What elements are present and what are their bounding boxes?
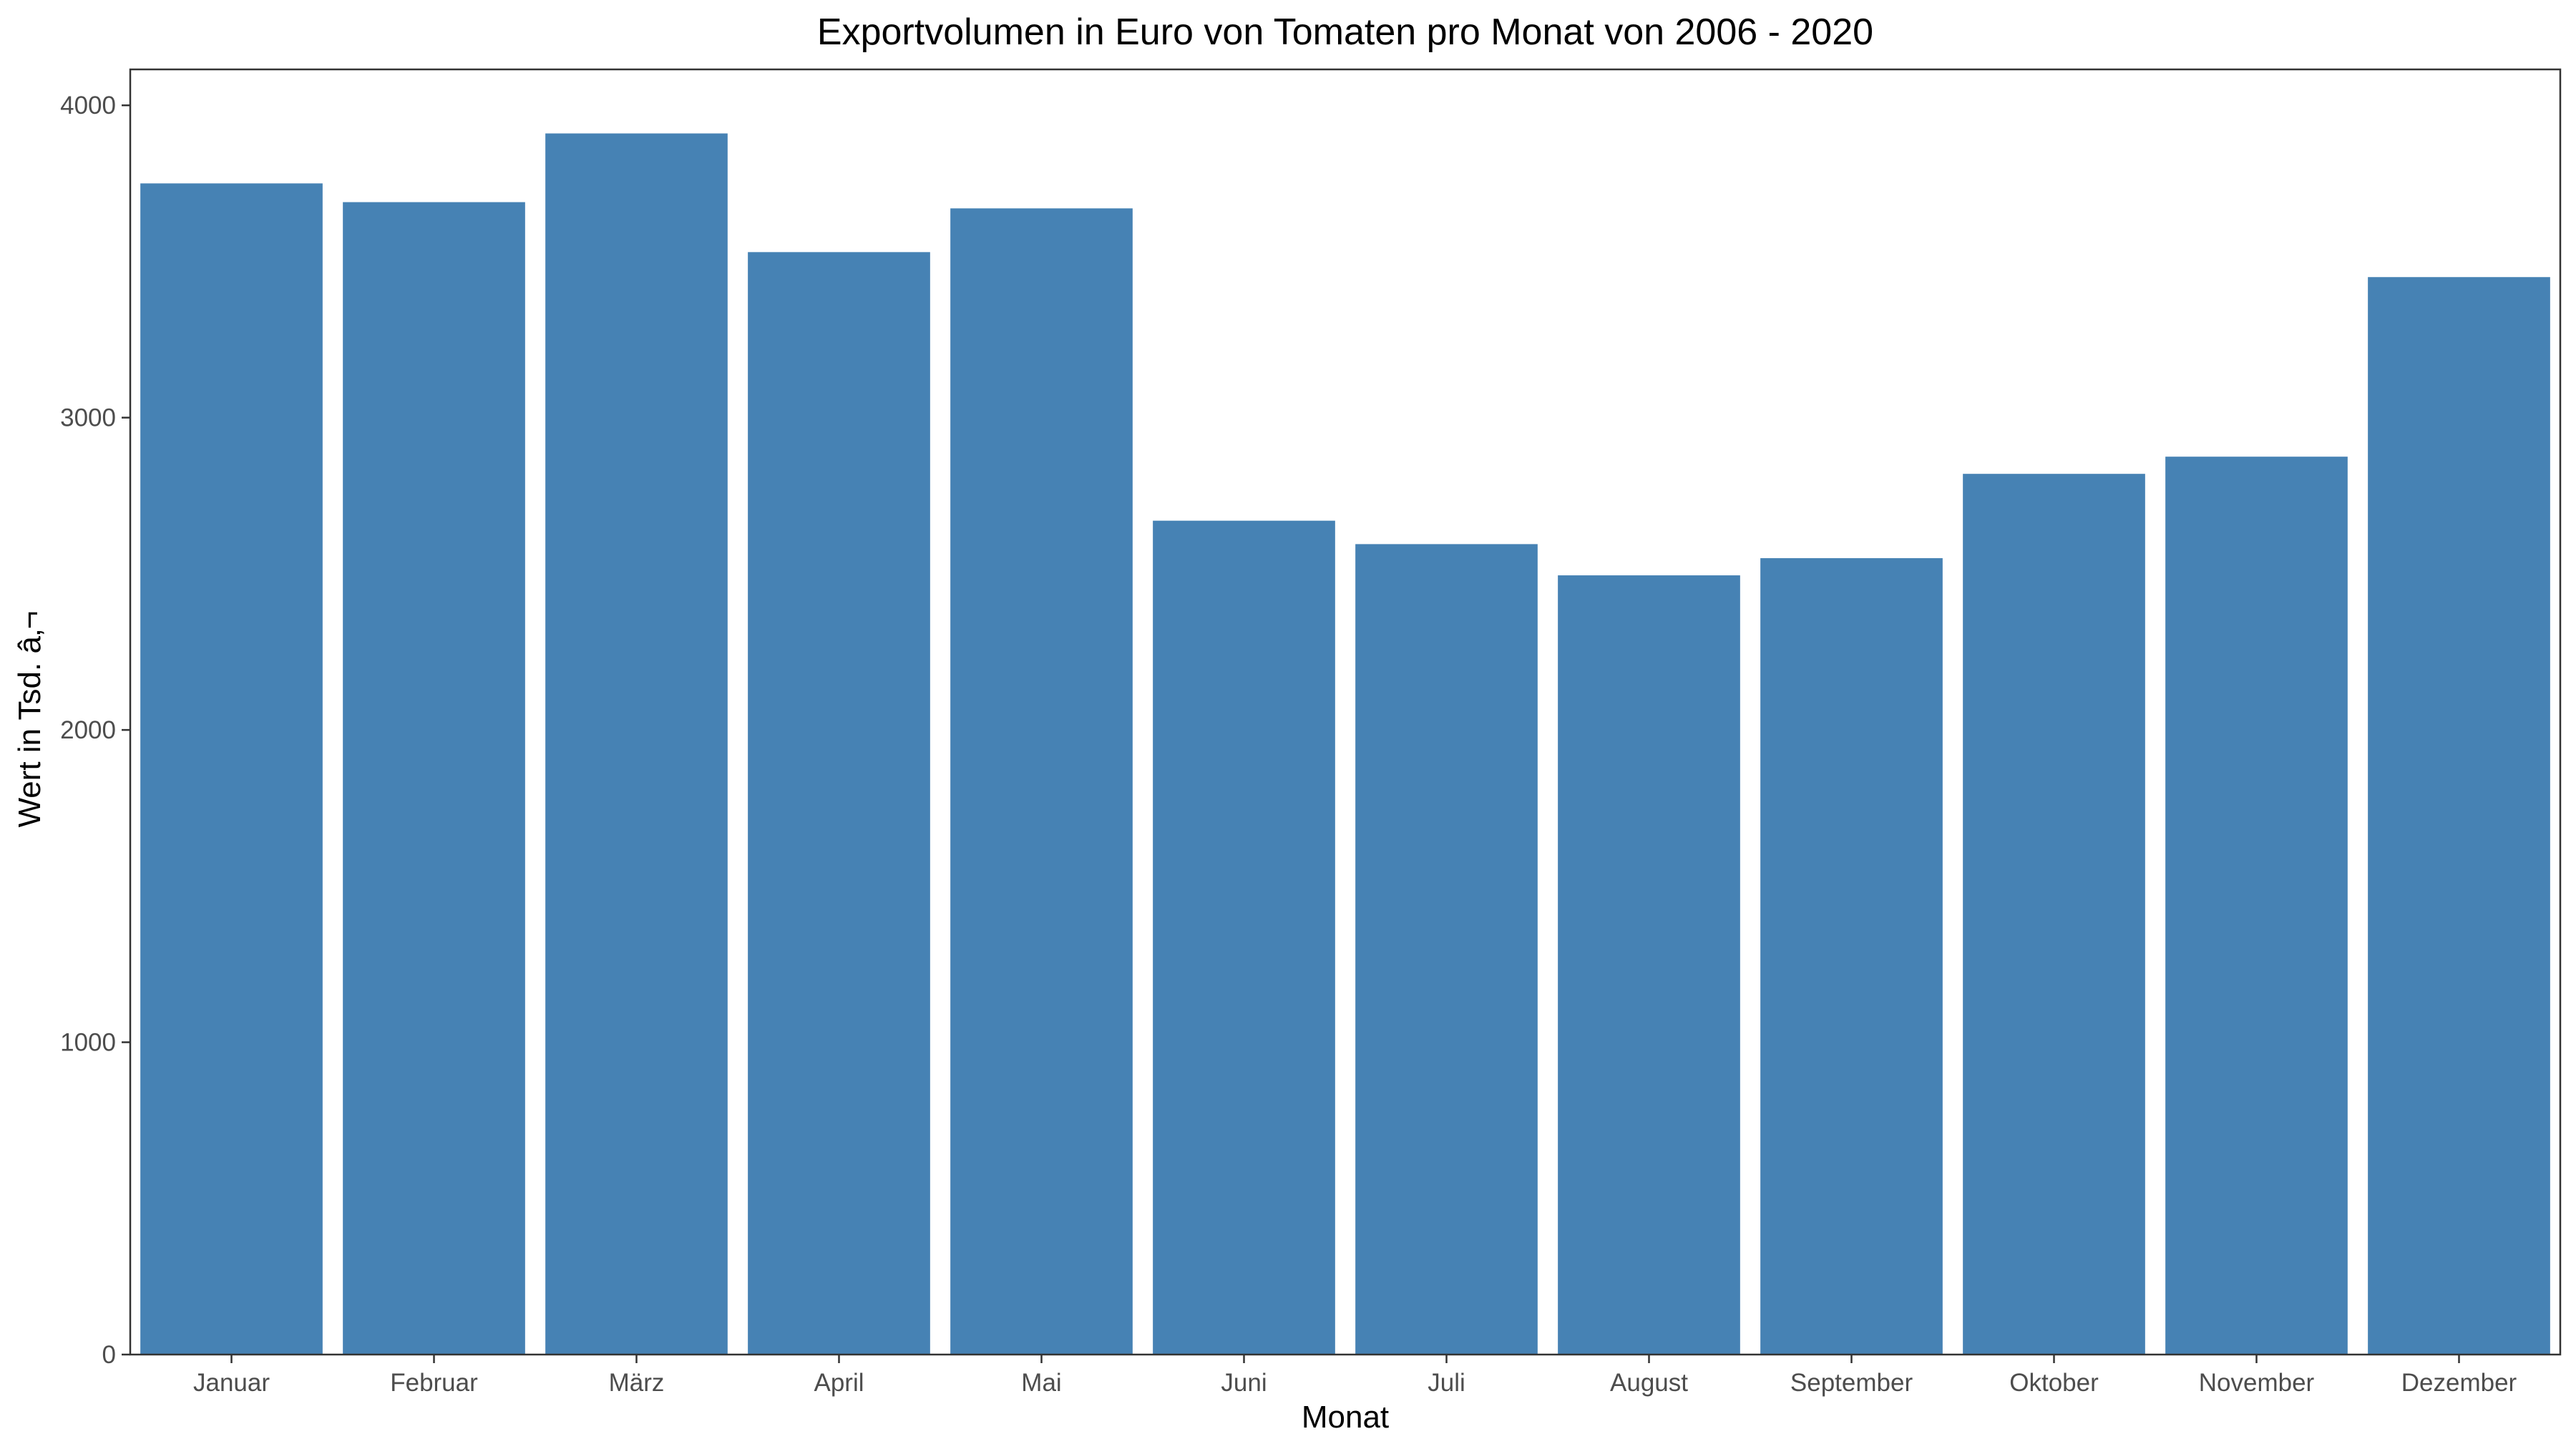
- bar-juli: [1355, 544, 1538, 1355]
- bars: [140, 133, 2550, 1355]
- bar-april: [748, 252, 930, 1355]
- x-tick-label: Oktober: [2009, 1369, 2099, 1397]
- bar-oktober: [1963, 474, 2145, 1355]
- y-tick-label: 0: [102, 1341, 116, 1369]
- x-tick-label: Dezember: [2401, 1369, 2517, 1397]
- bar-märz: [545, 133, 728, 1355]
- x-tick-label: März: [609, 1369, 665, 1397]
- bar-september: [1760, 558, 1943, 1355]
- x-tick-label: September: [1790, 1369, 1913, 1397]
- x-tick-label: Januar: [193, 1369, 270, 1397]
- x-tick-label: August: [1610, 1369, 1688, 1397]
- x-tick-label: Juli: [1428, 1369, 1465, 1397]
- y-tick-label: 1000: [60, 1029, 116, 1057]
- x-axis-title: Monat: [1302, 1400, 1389, 1435]
- y-axis-title: Wert in Tsd. â‚¬: [12, 611, 47, 828]
- x-tick-label: April: [814, 1369, 864, 1397]
- chart-title: Exportvolumen in Euro von Tomaten pro Mo…: [817, 11, 1873, 53]
- y-tick-label: 2000: [60, 716, 116, 744]
- plot-panel-border: [129, 68, 2562, 1356]
- x-tick-label: Mai: [1021, 1369, 1061, 1397]
- bar-dezember: [2368, 277, 2550, 1355]
- x-tick-label: November: [2199, 1369, 2315, 1397]
- y-tick-label: 4000: [60, 92, 116, 119]
- bar-mai: [950, 208, 1133, 1355]
- x-tick-label: Februar: [390, 1369, 478, 1397]
- x-axis: Januar Februar März April Mai Juni Juli August S…: [193, 1355, 2517, 1397]
- bar-november: [2165, 457, 2348, 1355]
- x-tick-label: Juni: [1221, 1369, 1267, 1397]
- y-tick-label: 3000: [60, 404, 116, 432]
- bar-januar: [140, 183, 323, 1355]
- bar-august: [1558, 575, 1740, 1355]
- y-axis: 0 1000 2000 3000 4000: [60, 92, 130, 1369]
- bar-februar: [343, 202, 525, 1355]
- bar-juni: [1153, 520, 1335, 1355]
